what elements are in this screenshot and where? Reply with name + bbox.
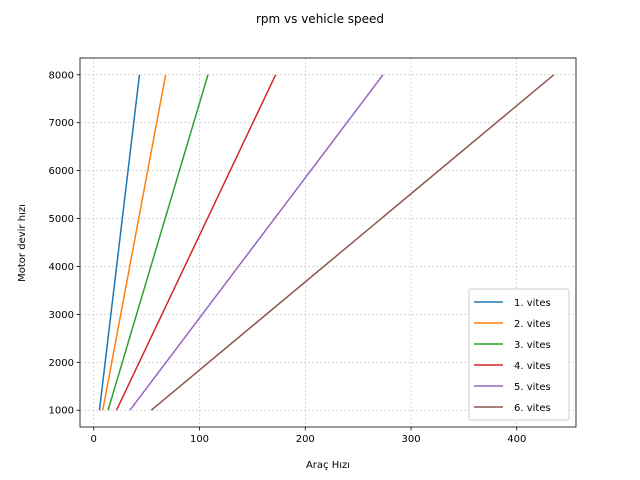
y-tick-label: 2000 [49, 358, 74, 369]
y-axis-label: Motor devir hızı [17, 204, 28, 282]
series-line-1 [98, 74, 141, 411]
plot-frame [79, 57, 577, 428]
series-line-2 [102, 74, 167, 411]
legend-label: 1. vites [514, 298, 551, 309]
chart-title: rpm vs vehicle speed [256, 12, 384, 26]
x-tick-label: 300 [401, 434, 420, 445]
series-line-5 [129, 74, 384, 411]
y-axis-ticks: 1000 2000 3000 4000 5000 6000 7000 8000 [49, 70, 80, 417]
legend-label: 5. vites [514, 382, 551, 393]
series-line-6 [150, 74, 555, 411]
grid [80, 58, 576, 427]
legend-label: 2. vites [514, 319, 551, 330]
legend-label: 6. vites [514, 403, 551, 414]
legend-label: 4. vites [514, 361, 551, 372]
y-tick-label: 7000 [49, 118, 74, 129]
y-tick-label: 5000 [49, 214, 74, 225]
legend-label: 3. vites [514, 340, 551, 351]
series-line-3 [107, 74, 209, 411]
x-tick-label: 100 [190, 434, 209, 445]
x-tick-label: 400 [507, 434, 526, 445]
series-lines [98, 74, 555, 411]
y-tick-label: 4000 [49, 262, 74, 273]
legend: 1. vites 2. vites 3. vites 4. vites 5. vites… [468, 288, 570, 421]
y-tick-label: 8000 [49, 70, 74, 81]
legend-box [468, 288, 570, 421]
x-axis-label: Araç Hızı [306, 460, 350, 471]
x-tick-label: 200 [296, 434, 315, 445]
x-tick-label: 0 [91, 434, 97, 445]
series-line-4 [115, 74, 277, 411]
x-axis-ticks: 0 100 200 300 400 [91, 427, 526, 445]
y-tick-label: 1000 [49, 406, 74, 417]
y-tick-label: 6000 [49, 166, 74, 177]
y-tick-label: 3000 [49, 310, 74, 321]
